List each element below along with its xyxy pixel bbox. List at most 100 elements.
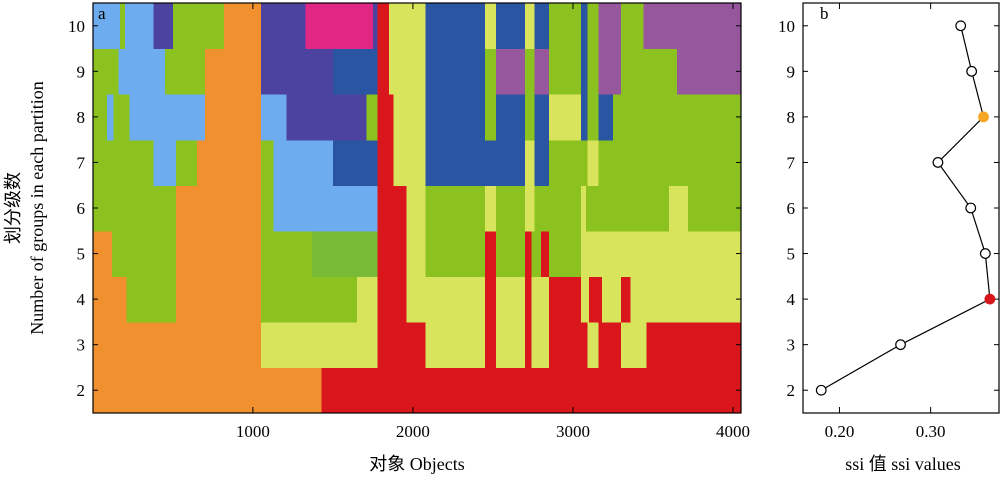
heatmap-cell-k10-seg13 (496, 3, 526, 50)
heatmap-cell-k7-seg0 (93, 139, 155, 186)
heatmap-cell-k7-seg2 (176, 139, 198, 186)
y-tick-label-5: 5 (77, 245, 86, 264)
heatmap-cell-k6-seg13 (668, 185, 689, 232)
heatmap-cell-k7-seg4 (260, 139, 275, 186)
heatmap-cell-k3-seg6 (524, 321, 532, 369)
heatmap-cell-k6-seg3 (273, 185, 379, 232)
ssi-point-k9 (966, 65, 978, 77)
heatmap-cell-k7-seg8 (393, 139, 427, 186)
heatmap-cell-k3-seg11 (620, 321, 648, 369)
heatmap-cell-k5-seg4 (312, 230, 379, 277)
heatmap-cell-k9-seg10 (484, 48, 497, 95)
ssi-x-axis-title: ssi 值 ssi values (845, 454, 961, 474)
heatmap-cell-k7-seg10 (524, 139, 536, 186)
heatmap-cell-k6-seg6 (425, 185, 486, 232)
x-tick-label-2000: 2000 (396, 422, 430, 441)
x-tick-label-3000: 3000 (556, 422, 590, 441)
heatmap-cell-k10-seg7 (305, 3, 374, 50)
y-tick-label-10: 10 (68, 17, 85, 36)
heatmap-cell-k10-seg18 (587, 3, 600, 50)
panel-letter-a: a (98, 4, 106, 23)
heatmap-cell-k9-seg9 (425, 48, 486, 95)
x-tick-label-4000: 4000 (716, 422, 750, 441)
y-axis-title-cn: 划分级数 (3, 172, 23, 244)
heatmap-cell-k5-seg3 (260, 230, 313, 277)
ssi-point-k4 (984, 293, 996, 305)
panel-a-heatmap: 1000 2000 3000 4000 2 3 4 5 6 7 8 9 10 a 对象 Objects 划分级… (3, 2, 750, 474)
ssi-y-tick-label-3: 3 (787, 336, 796, 355)
heatmap-cell-k9-seg4 (228, 48, 262, 95)
heatmap-cell-k7-seg6 (332, 139, 379, 186)
heatmap-cell-k6-seg5 (406, 185, 427, 232)
heatmap-cell-k10-seg15 (534, 3, 550, 50)
heatmap-cell-k4-seg5 (377, 276, 408, 323)
heatmap-cell-k5-seg11 (531, 230, 542, 277)
ssi-x-tick-label-0: 0.20 (825, 422, 855, 441)
heatmap-cell-k7-seg14 (598, 139, 611, 186)
heatmap-cell-k9-seg8 (388, 48, 427, 95)
y-tick-label-2: 2 (77, 381, 86, 400)
heatmap-cell-k5-seg5 (377, 230, 408, 277)
heatmap-cell-k5-seg8 (484, 230, 497, 277)
y-tick-label-9: 9 (77, 62, 86, 81)
heatmap-cell-k7-seg7 (377, 139, 395, 186)
x-axis-title: 对象 Objects (369, 454, 464, 474)
heatmap-cell-k10-seg2 (124, 3, 155, 50)
heatmap-cell-k10-seg19 (598, 3, 622, 50)
heatmap-cell-k4-seg17 (630, 276, 742, 323)
heatmap-cell-k8-seg19 (598, 94, 614, 141)
heatmap-cell-k4-seg10 (524, 276, 532, 323)
heatmap-cell-k4-seg12 (548, 276, 582, 323)
heatmap-cell-k9-seg14 (548, 48, 582, 95)
heatmap-cell-k3-seg8 (548, 321, 588, 369)
ssi-x-tick-label-1: 0.30 (916, 422, 946, 441)
ssi-y-tick-label-9: 9 (787, 62, 796, 81)
heatmap-cell-k8-seg3 (129, 94, 206, 141)
heatmap-cell-k8-seg2 (113, 94, 131, 141)
heatmap-cell-k4-seg0 (93, 276, 128, 323)
heatmap-cell-k9-seg11 (496, 48, 526, 95)
heatmap-cell-k8-seg1 (107, 94, 115, 141)
heatmap-cell-k6-seg12 (585, 185, 670, 232)
heatmap-cell-k9-seg19 (676, 48, 742, 95)
heatmap-cell-k6-seg14 (688, 185, 742, 232)
heatmap-cell-k9-seg5 (260, 48, 334, 95)
ssi-point-k3 (895, 339, 906, 351)
heatmap-cell-k10-seg12 (484, 3, 497, 50)
ssi-y-tick-label-6: 6 (787, 199, 796, 218)
heatmap-cell-k9-seg17 (598, 48, 622, 95)
heatmap-cell-k8-seg8 (366, 94, 379, 141)
x-tick-label-1000: 1000 (236, 422, 270, 441)
heatmap-cell-k7-seg1 (153, 139, 177, 186)
heatmap-cell-k5-seg1 (112, 230, 177, 277)
heatmap-cell-k7-seg5 (273, 139, 334, 186)
ssi-y-tick-label-2: 2 (787, 381, 796, 400)
heatmap-cell-k6-seg8 (496, 185, 526, 232)
y-tick-label-6: 6 (77, 199, 86, 218)
heatmap-cell-k5-seg2 (176, 230, 262, 277)
ssi-y-tick-label-10: 10 (778, 17, 795, 36)
heatmap-cell-k8-seg9 (377, 94, 395, 141)
heatmap-cell-k3-seg0 (93, 321, 262, 369)
heatmap-cell-k3-seg7 (531, 321, 550, 369)
heatmap-cell-k9-seg6 (332, 48, 379, 95)
heatmap-cell-k5-seg7 (425, 230, 486, 277)
heatmap-cell-k6-seg11 (580, 185, 587, 232)
heatmap-cell-k4-seg8 (484, 276, 497, 323)
heatmap-cell-k10-seg1 (120, 3, 126, 50)
heatmap-cell-k3-seg1 (260, 321, 379, 369)
ssi-point-k8 (978, 111, 989, 123)
heatmap-cell-k3-seg10 (598, 321, 622, 369)
ssi-point-k7 (932, 157, 944, 168)
heatmap-cell-k6-seg4 (377, 185, 408, 232)
heatmap-cell-k9-seg2 (164, 48, 206, 95)
heatmap-cell-k8-seg18 (587, 94, 600, 141)
heatmap-cell-k7-seg12 (548, 139, 588, 186)
heatmap-cell-k8-seg4 (204, 94, 220, 141)
heatmap-cell-k10-seg5 (224, 3, 262, 50)
heatmap-cell-k5-seg9 (496, 230, 526, 277)
heatmap-cell-k10-seg16 (548, 3, 582, 50)
heatmap-cell-k10-seg8 (372, 3, 379, 50)
heatmap-cell-k10-seg11 (425, 3, 486, 50)
